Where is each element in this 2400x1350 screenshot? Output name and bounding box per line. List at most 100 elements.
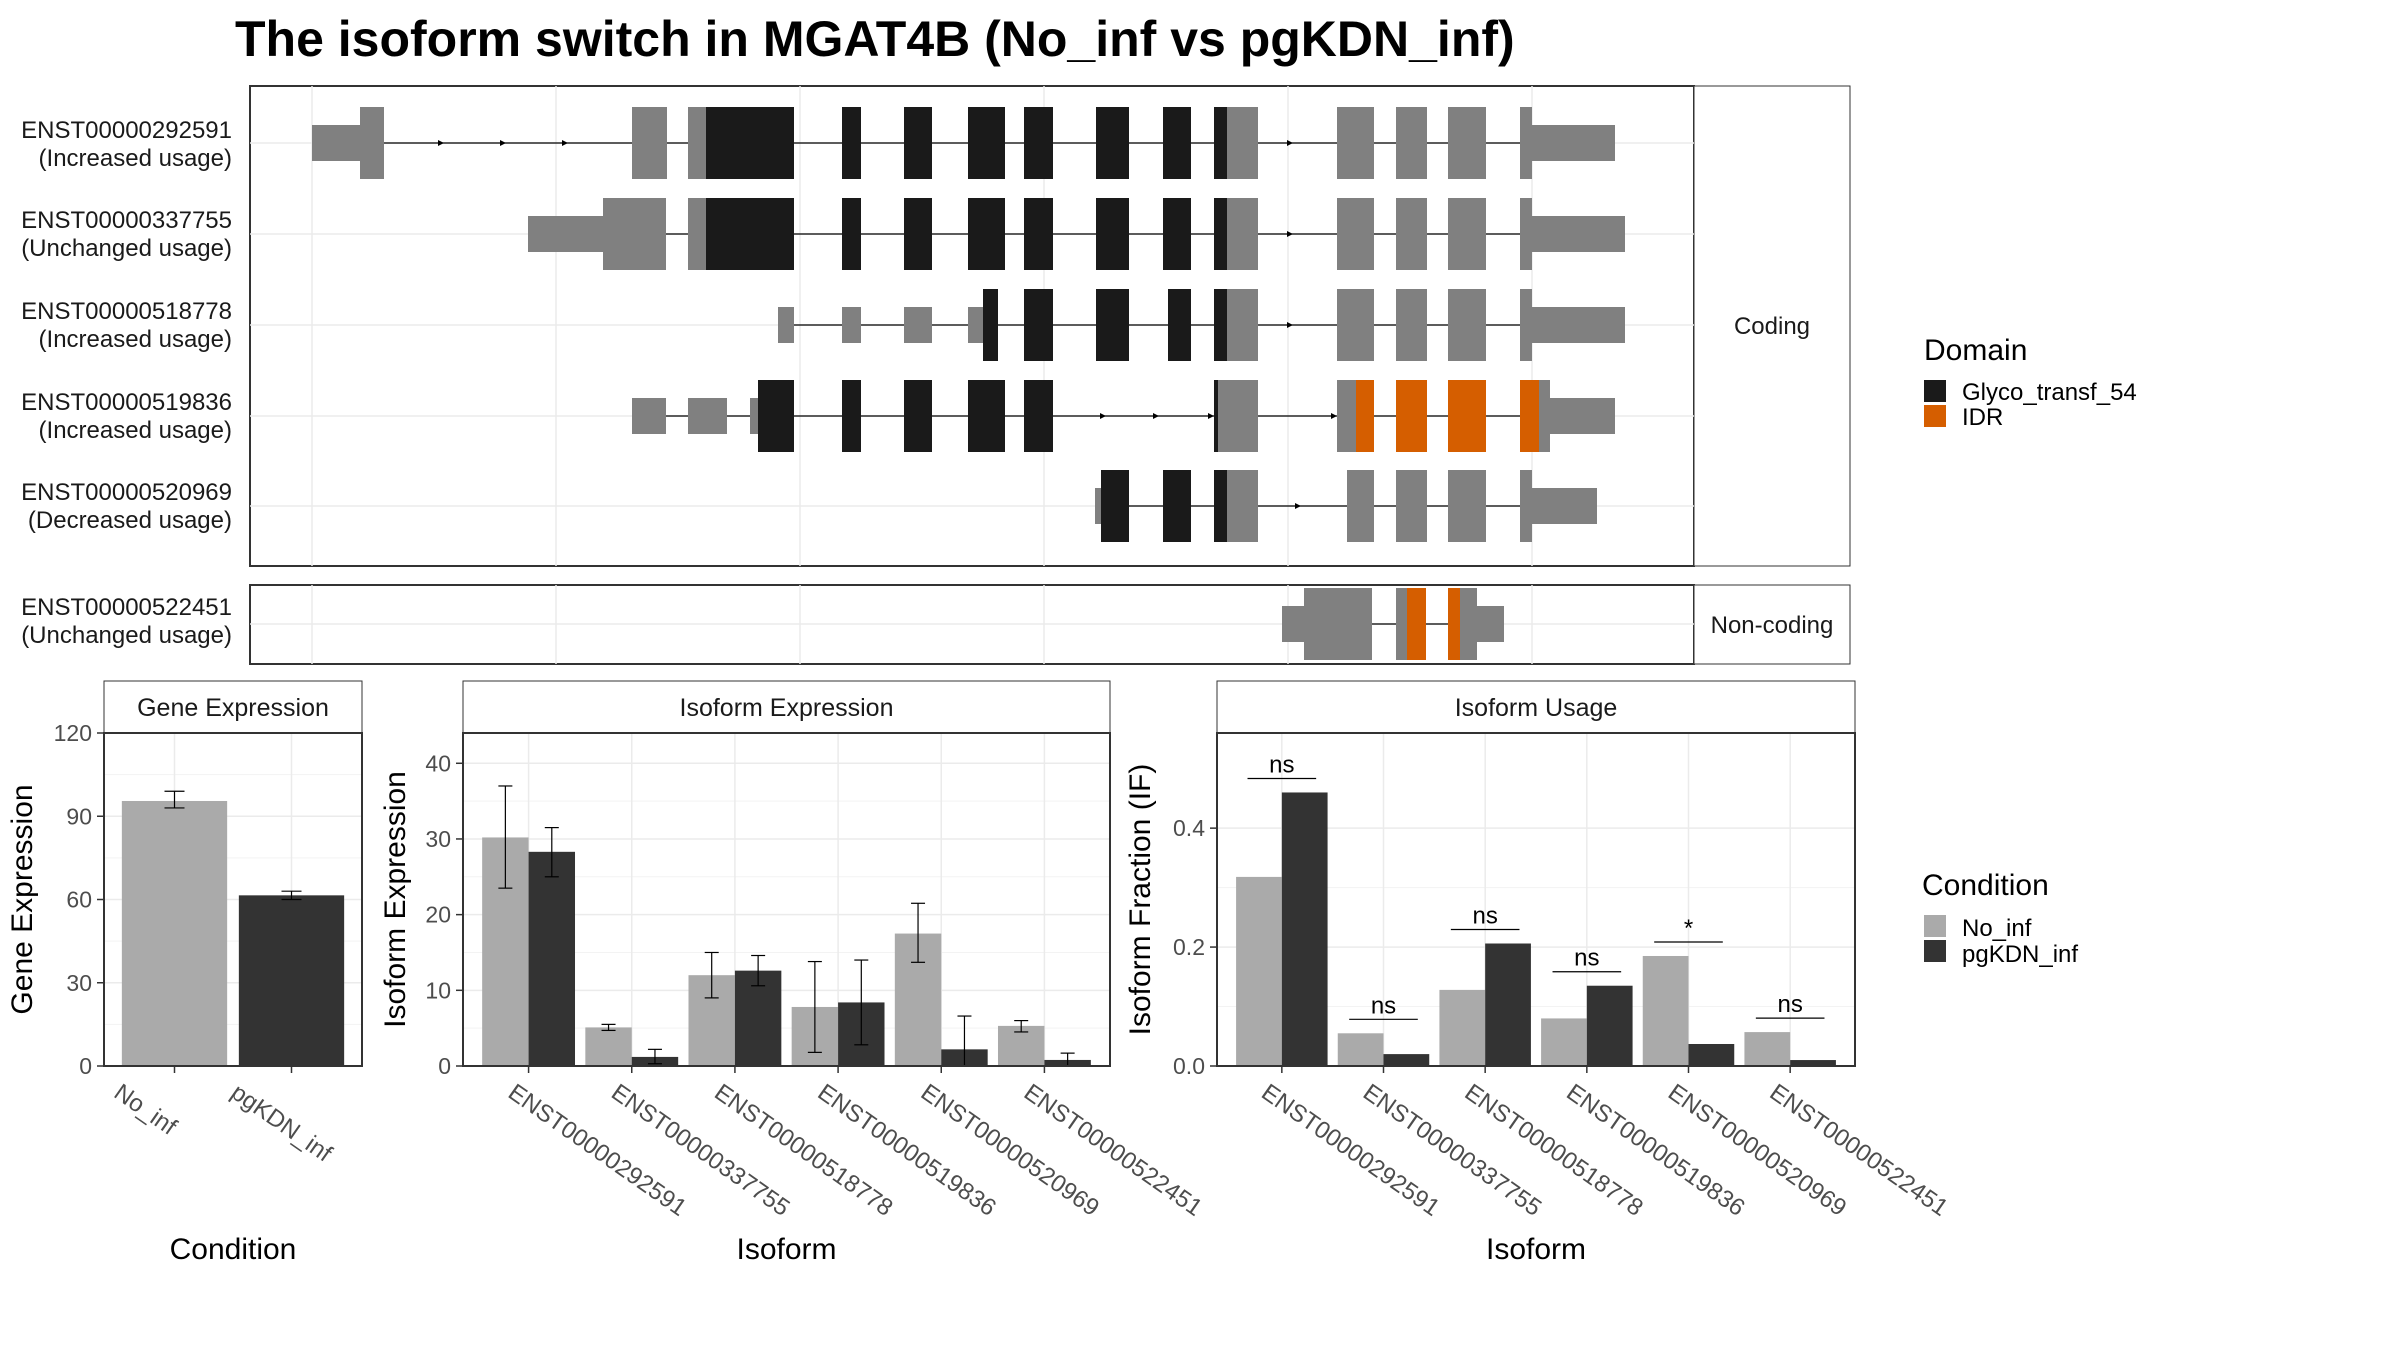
utr-exon [1448, 289, 1486, 361]
figure-title: The isoform switch in MGAT4B (No_inf vs … [235, 11, 1515, 67]
glyco-domain-exon [968, 198, 1005, 270]
y-tick-label: 30 [425, 826, 451, 852]
utr-exon [1532, 488, 1597, 524]
idr-exon [1448, 380, 1486, 452]
bar [1236, 876, 1282, 1066]
glyco-domain-exon [706, 107, 750, 179]
bar [1281, 792, 1328, 1066]
noncoding-strip [1693, 584, 1851, 665]
glyco-domain-exon [904, 198, 932, 270]
bar [1337, 1033, 1384, 1066]
isoform-label-id: ENST00000520969 [21, 479, 232, 506]
utr-exon [1464, 588, 1477, 660]
facet-strip [103, 680, 363, 734]
utr-exon [1396, 470, 1427, 542]
glyco-domain-exon [1024, 289, 1053, 361]
strand-arrow [1295, 503, 1301, 509]
y-tick-label: 10 [425, 977, 451, 1003]
isoform-label-id: ENST00000518778 [21, 298, 232, 325]
glyco-domain-exon [1168, 289, 1191, 361]
glyco-domain-exon [1214, 289, 1227, 361]
x-tick-label: pgKDN_inf [226, 1079, 337, 1168]
y-tick-label: 40 [425, 750, 451, 776]
utr-exon [1337, 289, 1374, 361]
utr-exon [904, 307, 932, 343]
strand-arrow [438, 140, 444, 146]
isoform-label-usage: (Decreased usage) [28, 507, 232, 534]
glyco-domain-exon [1214, 470, 1227, 542]
bar [734, 970, 782, 1066]
facet-strip [462, 680, 1111, 734]
utr-exon [1347, 470, 1374, 542]
y-tick-label: 20 [425, 902, 451, 928]
glyco-domain-exon [750, 107, 794, 179]
legend-label-no-inf: No_inf [1962, 915, 2032, 942]
bar [1383, 1054, 1430, 1066]
bar [1688, 1043, 1735, 1066]
isoform-label-usage: (Unchanged usage) [21, 622, 232, 649]
idr-exon [1356, 380, 1374, 452]
utr-exon [1282, 606, 1304, 642]
strand-arrow [500, 140, 506, 146]
significance-label: ns [1472, 903, 1497, 930]
glyco-domain-exon [1096, 107, 1129, 179]
utr-exon [1396, 198, 1427, 270]
x-tick-label: ENST00000520969 [1663, 1079, 1851, 1222]
utr-exon [1550, 398, 1615, 434]
glyco-domain-exon [1024, 107, 1053, 179]
bar [1790, 1060, 1836, 1066]
glyco-domain-exon [842, 107, 861, 179]
isoform-label-id: ENST00000292591 [21, 117, 232, 144]
significance-label: ns [1777, 991, 1802, 1018]
utr-exon [360, 107, 384, 179]
utr-exon [1532, 307, 1625, 343]
utr-exon [312, 125, 360, 161]
strand-arrow [1208, 413, 1214, 419]
glyco-domain-exon [1214, 380, 1218, 452]
idr-exon [1396, 380, 1427, 452]
strand-arrow [1100, 413, 1106, 419]
coding-strip [1693, 85, 1851, 567]
glyco-domain-exon [983, 289, 998, 361]
utr-exon [1304, 588, 1372, 660]
utr-exon [1396, 588, 1407, 660]
x-tick-label: No_inf [109, 1079, 182, 1141]
bar [1744, 1032, 1791, 1066]
strand-arrow [1287, 140, 1293, 146]
strand-arrow [1331, 413, 1337, 419]
bar [1485, 943, 1531, 1066]
isoform-label-usage: (Unchanged usage) [21, 235, 232, 262]
utr-exon [1520, 198, 1532, 270]
y-tick-label: 0.4 [1173, 815, 1205, 841]
bar [1586, 985, 1633, 1066]
isoform-label-id: ENST00000519836 [21, 389, 232, 416]
x-tick-label: ENST00000518778 [709, 1079, 897, 1222]
idr-exon [1407, 588, 1426, 660]
utr-exon [1520, 470, 1532, 542]
glyco-domain-exon [1101, 470, 1129, 542]
utr-exon [632, 107, 667, 179]
noncoding-strip-label: Non-coding [1711, 612, 1834, 639]
legend-swatch-pgkdn-inf [1924, 940, 1946, 962]
significance-label: ns [1371, 992, 1396, 1019]
utr-exon [1460, 588, 1464, 660]
isoform-usage-chart: Isoform Usage ns ns ns ns * ns 0.0 0.2 0.4 ENST000… [1124, 680, 1953, 1266]
x-tick-label: ENST00000337755 [606, 1079, 794, 1222]
glyco-domain-exon [968, 380, 1005, 452]
condition-legend-title: Condition [1922, 869, 2049, 902]
bar [1541, 1018, 1587, 1066]
legend-label-idr: IDR [1962, 404, 2003, 431]
glyco-domain-exon [1163, 470, 1191, 542]
y-tick-label: 120 [54, 720, 92, 746]
x-axis-title: Condition [170, 1233, 297, 1266]
glyco-domain-exon [1024, 380, 1053, 452]
utr-exon [603, 198, 666, 270]
isoform-label-usage: (Increased usage) [39, 417, 232, 444]
utr-exon [1448, 107, 1486, 179]
y-tick-label: 30 [66, 970, 92, 996]
domain-legend: Domain Glyco_transf_54 IDR [1924, 334, 2137, 431]
utr-exon [1218, 380, 1258, 452]
x-tick-label: ENST00000522451 [1019, 1079, 1207, 1222]
y-tick-label: 0 [438, 1053, 451, 1079]
